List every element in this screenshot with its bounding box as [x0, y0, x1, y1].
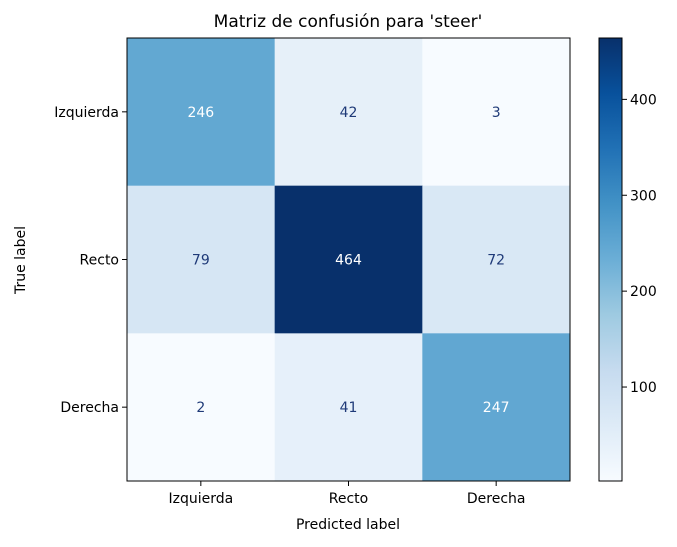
y-axis-label: True label [13, 226, 29, 295]
colorbar-tick-label: 300 [630, 188, 657, 204]
y-tick-label: Izquierda [54, 105, 119, 121]
heatmap-cell [422, 38, 571, 187]
heatmap-cell [127, 185, 276, 334]
x-tick-label: Izquierda [168, 491, 233, 507]
cell-value: 2 [196, 400, 205, 416]
y-tick-label: Recto [80, 253, 119, 269]
x-tick-label: Derecha [467, 491, 526, 507]
cell-value: 72 [487, 253, 505, 269]
heatmap-cell [127, 38, 276, 187]
heatmap-cell [274, 38, 423, 187]
heatmap-cell [127, 333, 276, 482]
cell-value: 41 [340, 400, 358, 416]
colorbar-tick-label: 200 [630, 284, 657, 300]
cell-value: 246 [187, 105, 214, 121]
axis-ticks: Izquierda Recto Derecha Izquierda Recto Derec… [54, 105, 525, 507]
x-tick-label: Recto [329, 491, 368, 507]
cell-value: 464 [335, 253, 362, 269]
colorbar-ticks: 100 200 300 400 [622, 92, 657, 396]
heatmap-cell [274, 185, 423, 334]
colorbar-tick-label: 400 [630, 92, 657, 108]
x-axis-label: Predicted label [296, 517, 400, 533]
heatmap-cell [422, 185, 571, 334]
heatmap-cell-values: 246 42 3 79 464 72 2 41 247 [187, 105, 509, 416]
y-tick-label: Derecha [60, 400, 119, 416]
colorbar-tick-label: 100 [630, 380, 657, 396]
heatmap-cell [422, 333, 571, 482]
heatmap-cell [274, 333, 423, 482]
cell-value: 247 [483, 400, 510, 416]
heatmap-cells [127, 38, 571, 482]
colorbar [598, 37, 623, 482]
chart-title: Matriz de confusión para 'steer' [214, 12, 483, 32]
cell-value: 3 [492, 105, 501, 121]
cell-value: 42 [340, 105, 358, 121]
cell-value: 79 [192, 253, 210, 269]
